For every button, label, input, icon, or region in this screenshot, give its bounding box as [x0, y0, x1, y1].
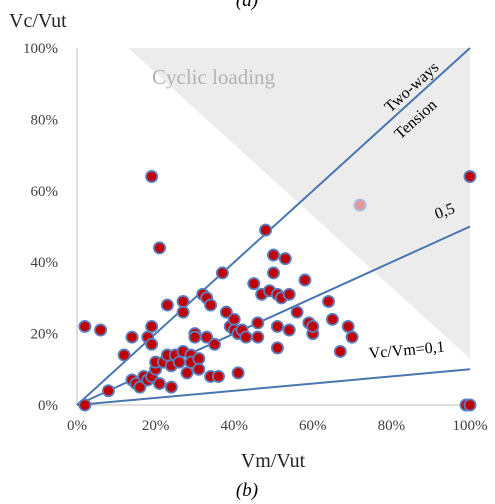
data-point	[270, 341, 284, 355]
data-point	[208, 337, 222, 351]
x-tick-label: 80%	[378, 418, 406, 434]
data-point	[94, 323, 108, 337]
data-points	[78, 170, 477, 412]
data-point	[188, 330, 202, 344]
ratio-tenth-label: Vc/Vm=0,1	[368, 339, 445, 363]
data-point	[101, 384, 115, 398]
data-point	[180, 366, 194, 380]
data-point	[145, 319, 159, 333]
y-tick-label: 40%	[31, 255, 59, 271]
y-tick-label: 20%	[31, 327, 59, 343]
data-point	[153, 241, 167, 255]
data-point	[282, 287, 296, 301]
data-point	[325, 312, 339, 326]
top-fragment-label: (a)	[236, 0, 258, 11]
x-tick-label: 60%	[299, 418, 327, 434]
reference-line	[76, 47, 471, 406]
ratio-half-label: 0,5	[433, 200, 458, 223]
data-point	[192, 362, 206, 376]
data-point	[270, 319, 284, 333]
y-tick-label: 60%	[31, 184, 59, 200]
data-point	[145, 170, 159, 184]
x-tick-label: 40%	[220, 418, 248, 434]
data-point	[164, 380, 178, 394]
data-point	[176, 305, 190, 319]
data-point	[211, 369, 225, 383]
data-point	[247, 277, 261, 291]
data-point	[176, 294, 190, 308]
reference-line	[76, 368, 471, 406]
y-tick-labels: 0% 20% 40% 60% 80% 100%	[23, 41, 58, 414]
faded-data-point	[353, 198, 367, 212]
data-point	[78, 319, 92, 333]
y-tick-label: 0%	[38, 398, 58, 414]
data-point	[266, 248, 280, 262]
data-point	[341, 319, 355, 333]
data-point	[278, 252, 292, 266]
data-point	[251, 316, 265, 330]
data-point	[463, 398, 477, 412]
x-tick-label: 0%	[67, 418, 87, 434]
data-point	[259, 223, 273, 237]
data-point	[78, 398, 92, 412]
axes	[76, 48, 470, 406]
data-point	[282, 323, 296, 337]
data-point	[172, 355, 186, 369]
data-point	[200, 330, 214, 344]
panel-label: (b)	[236, 480, 258, 501]
data-point	[231, 366, 245, 380]
data-point	[145, 337, 159, 351]
data-point	[192, 352, 206, 366]
data-point	[251, 330, 265, 344]
y-tick-label: 80%	[31, 112, 59, 128]
data-point	[345, 330, 359, 344]
data-point	[463, 170, 477, 184]
x-axis-title: Vm/Vut	[241, 450, 306, 472]
x-tick-label: 100%	[453, 418, 488, 434]
data-point	[306, 319, 320, 333]
data-point	[239, 330, 253, 344]
y-tick-label: 100%	[23, 41, 58, 57]
data-point	[215, 266, 229, 280]
data-point	[204, 298, 218, 312]
data-point	[160, 298, 174, 312]
data-point	[266, 266, 280, 280]
data-point	[219, 305, 233, 319]
watermark-label: Cyclic loading	[152, 65, 276, 89]
data-point	[322, 294, 336, 308]
data-point	[227, 312, 241, 326]
x-tick-label: 20%	[142, 418, 170, 434]
data-point	[290, 305, 304, 319]
data-point	[153, 377, 167, 391]
x-tick-labels: 0% 20% 40% 60% 80% 100%	[67, 418, 488, 434]
data-point	[298, 273, 312, 287]
data-point	[117, 348, 131, 362]
y-axis-title: Vc/Vut	[9, 10, 67, 32]
data-point	[125, 330, 139, 344]
data-point	[333, 344, 347, 358]
